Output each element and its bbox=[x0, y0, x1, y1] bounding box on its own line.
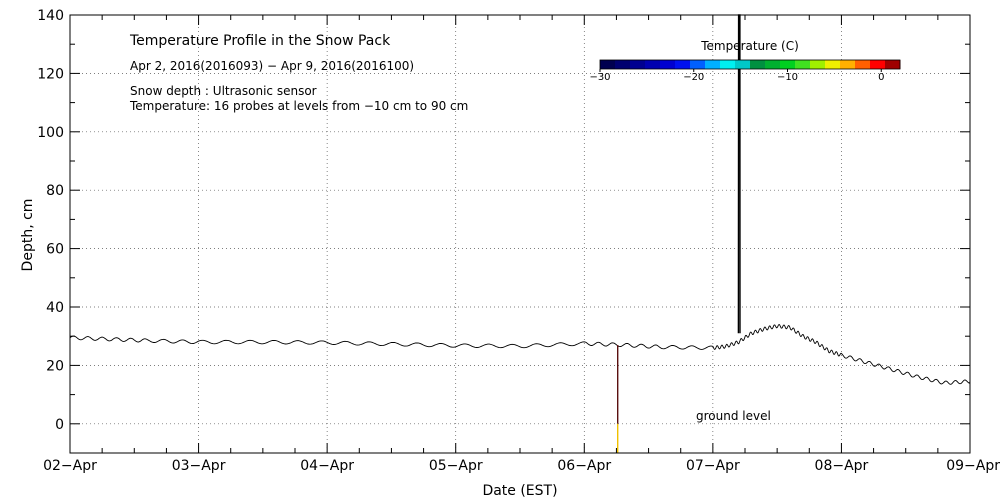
colorbar-swatch bbox=[870, 60, 886, 69]
colorbar-swatch bbox=[825, 60, 841, 69]
colorbar-swatch bbox=[705, 60, 721, 69]
colorbar-swatch bbox=[660, 60, 676, 69]
series-line-0 bbox=[69, 324, 971, 385]
colorbar-tick-label: −20 bbox=[683, 72, 704, 83]
x-tick-label: 06−Apr bbox=[557, 458, 611, 474]
y-tick-label: 20 bbox=[46, 358, 64, 374]
colorbar-swatch bbox=[675, 60, 691, 69]
colorbar-label: Temperature (C) bbox=[700, 39, 799, 53]
y-axis-label: Depth, cm bbox=[20, 199, 36, 272]
x-tick-label: 04−Apr bbox=[300, 458, 354, 474]
colorbar-swatch bbox=[840, 60, 856, 69]
x-tick-label: 05−Apr bbox=[429, 458, 483, 474]
y-tick-label: 120 bbox=[37, 66, 64, 82]
colorbar-swatch bbox=[645, 60, 661, 69]
ground-level-annotation: ground level bbox=[696, 409, 771, 423]
colorbar-swatch bbox=[615, 60, 631, 69]
grid bbox=[70, 15, 970, 453]
axis-ticks: 0 20 40 60 80 100 120 140 02−Apr 03−Apr 04−Apr 05−A… bbox=[37, 8, 1000, 474]
colorbar-swatch bbox=[855, 60, 871, 69]
colorbar-tick-label: −10 bbox=[777, 72, 798, 83]
colorbar-swatch bbox=[690, 60, 706, 69]
colorbar-swatch bbox=[750, 60, 766, 69]
note-temperature: Temperature: 16 probes at levels from −1… bbox=[129, 99, 468, 113]
x-axis-label: Date (EST) bbox=[482, 483, 557, 499]
colorbar-swatch bbox=[600, 60, 616, 69]
colorbar-tick-label: −30 bbox=[589, 72, 610, 83]
temperature-colorbar: −30 −20 −10 0 bbox=[589, 59, 901, 83]
colorbar-swatch bbox=[720, 60, 736, 69]
colorbar-swatch bbox=[780, 60, 796, 69]
y-tick-label: 80 bbox=[46, 183, 64, 199]
colorbar-swatch bbox=[735, 60, 751, 69]
y-tick-label: 0 bbox=[55, 417, 64, 433]
chart-subtitle: Apr 2, 2016(2016093) − Apr 9, 2016(20161… bbox=[130, 59, 414, 73]
colorbar-swatch bbox=[810, 60, 826, 69]
colorbar-swatch bbox=[795, 60, 811, 69]
note-snow-depth: Snow depth : Ultrasonic sensor bbox=[130, 84, 317, 98]
y-tick-label: 60 bbox=[46, 242, 64, 258]
x-tick-label: 02−Apr bbox=[43, 458, 97, 474]
x-tick-label: 08−Apr bbox=[815, 458, 869, 474]
colorbar-tick-label: 0 bbox=[878, 72, 884, 83]
colorbar-swatch bbox=[885, 60, 901, 69]
colorbar-swatch bbox=[765, 60, 781, 69]
plot-frame bbox=[69, 14, 971, 454]
x-tick-label: 09−Apr bbox=[946, 458, 1000, 474]
series-group bbox=[69, 14, 971, 453]
colorbar-swatch bbox=[630, 60, 646, 69]
x-tick-label: 03−Apr bbox=[172, 458, 226, 474]
y-tick-label: 100 bbox=[37, 125, 64, 141]
y-tick-label: 140 bbox=[37, 8, 64, 24]
y-tick-label: 40 bbox=[46, 300, 64, 316]
x-tick-label: 07−Apr bbox=[686, 458, 740, 474]
colorbar-frame bbox=[599, 59, 901, 70]
chart-title: Temperature Profile in the Snow Pack bbox=[129, 33, 391, 49]
